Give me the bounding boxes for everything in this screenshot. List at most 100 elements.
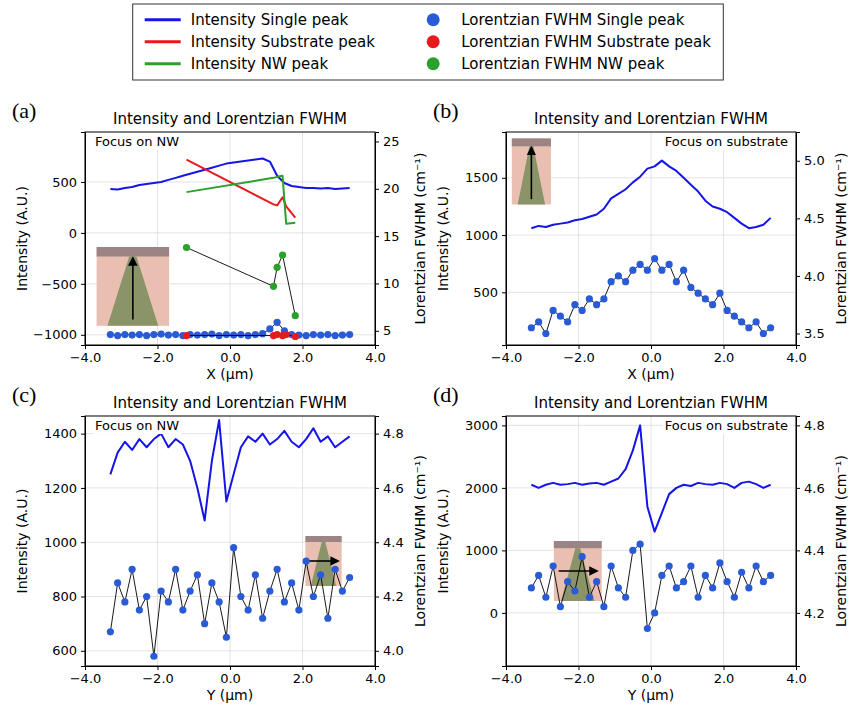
series-point: [172, 331, 179, 338]
plot-background: [85, 416, 375, 666]
series-point: [274, 319, 281, 326]
grid-line: [85, 232, 375, 233]
grid-line: [506, 487, 796, 488]
tick-label: 2.0: [714, 671, 735, 686]
series-point: [557, 313, 564, 320]
tick-mark: [158, 666, 159, 670]
grid-line: [578, 132, 579, 345]
grid-line: [651, 132, 652, 345]
tick-label: 4.2: [804, 606, 825, 621]
legend-label: Intensity Substrate peak: [191, 33, 375, 51]
axis: 50010001500: [465, 133, 507, 346]
series-point: [687, 562, 694, 569]
inset-wire: [107, 256, 158, 325]
tick-label: 4.8: [383, 426, 404, 441]
tick-label: 4.5: [804, 211, 825, 226]
axis: 600800100012001400: [44, 417, 86, 667]
tick-mark: [502, 235, 506, 236]
annotation: Focus on NW: [93, 417, 181, 434]
series-point: [201, 331, 208, 338]
tick-mark: [81, 335, 85, 336]
inset-background: [554, 541, 602, 601]
tick-label: 4.0: [786, 350, 807, 365]
tick-mark: [502, 425, 506, 426]
tick-mark: [230, 666, 231, 670]
grid-line: [230, 416, 231, 666]
series-point: [136, 331, 143, 338]
annotation: Focus on substrate: [663, 417, 790, 434]
series-point: [615, 272, 622, 279]
panel: −4.0−2.00.02.04.0−1000−5000500510152025I…: [12, 98, 428, 382]
tick: 5.0: [796, 153, 825, 168]
tick-label: 0.0: [641, 350, 662, 365]
series-point: [731, 594, 738, 601]
series-point: [760, 330, 767, 337]
annotation-text: Focus on substrate: [665, 418, 788, 433]
tick-mark: [579, 345, 580, 349]
tick: 4.8: [796, 418, 825, 433]
series-point: [310, 593, 317, 600]
grid: [506, 416, 796, 666]
tick: 1200: [44, 481, 85, 496]
series-point: [274, 566, 281, 573]
tick-mark: [502, 488, 506, 489]
series-point: [528, 584, 535, 591]
series-point: [644, 267, 651, 274]
series-point: [208, 579, 215, 586]
axis-line: [507, 667, 797, 671]
tick-label: 1000: [44, 535, 77, 550]
plot-background: [85, 132, 375, 345]
tick-label: 15: [383, 229, 400, 244]
series-point: [579, 553, 586, 560]
series-point: [629, 267, 636, 274]
tick-mark: [796, 425, 800, 426]
tick-label: −4.0: [491, 671, 523, 686]
series-point: [542, 594, 549, 601]
series-point: [550, 562, 557, 569]
axis: 4.24.44.64.8: [796, 417, 825, 667]
series-point: [680, 267, 687, 274]
legend-item: Lorentzian FWHM NW peak: [427, 55, 665, 73]
series-point: [608, 278, 615, 285]
axis-line: [797, 133, 801, 346]
inset-image: [554, 541, 602, 601]
series-point: [673, 278, 680, 285]
inset-arrow: [132, 258, 134, 319]
series-point: [666, 261, 673, 268]
series-point: [121, 331, 128, 338]
series-point: [270, 283, 277, 290]
series-line: [110, 420, 349, 520]
tick: 4.0: [375, 643, 404, 658]
series-point: [165, 598, 172, 605]
tick: 2.0: [714, 345, 735, 365]
tick-mark: [579, 666, 580, 670]
series-point: [183, 244, 190, 251]
grid-line: [85, 650, 375, 651]
legend-swatch: [427, 57, 440, 70]
series-point: [745, 584, 752, 591]
series-point: [753, 562, 760, 569]
series-point: [208, 331, 215, 338]
annotation-patch: [663, 133, 790, 150]
tick-label: 4.0: [786, 671, 807, 686]
series-point: [579, 307, 586, 314]
tick-mark: [724, 666, 725, 670]
series-point: [179, 606, 186, 613]
tick: 0.0: [220, 345, 241, 365]
series-point: [702, 295, 709, 302]
series-point: [292, 333, 299, 340]
tick: 800: [52, 589, 85, 604]
tick-label: 0.0: [220, 671, 241, 686]
inset-wire: [518, 146, 545, 204]
series-point: [716, 290, 723, 297]
panel-title: Intensity and Lorentzian FWHM: [113, 110, 347, 128]
panel-title: Intensity and Lorentzian FWHM: [534, 110, 768, 128]
series-point: [324, 615, 331, 622]
tick-label: 1000: [465, 228, 498, 243]
panel-label: (d): [433, 382, 459, 407]
series-point: [709, 301, 716, 308]
tick: 2000: [465, 481, 506, 496]
inset-background: [305, 536, 341, 586]
series-point: [767, 572, 774, 579]
series-point: [230, 544, 237, 551]
